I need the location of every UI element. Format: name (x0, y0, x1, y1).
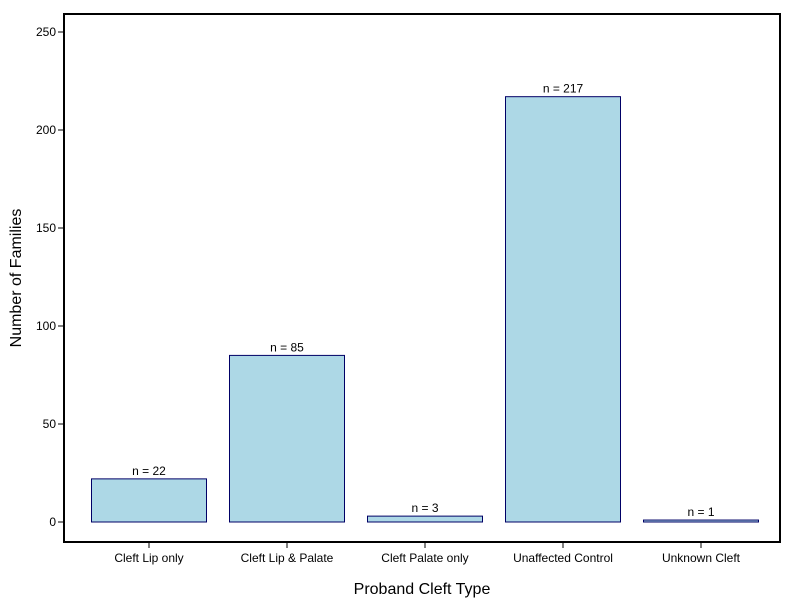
y-tick-label: 250 (36, 25, 56, 39)
x-axis-ticks: Cleft Lip only Cleft Lip & Palate Cleft Pa… (114, 542, 741, 565)
bar (505, 96, 621, 523)
bar-data-label: n = 1 (687, 505, 714, 519)
bar (91, 478, 207, 523)
x-tick-label: Unaffected Control (513, 551, 613, 565)
y-axis-title: Number of Families (8, 209, 25, 348)
bar (643, 519, 759, 523)
y-tick-label: 150 (36, 221, 56, 235)
bar (229, 354, 345, 523)
x-tick-label: Unknown Cleft (662, 551, 741, 565)
bar-data-label: n = 85 (270, 340, 304, 354)
bar-data-label: n = 3 (411, 501, 438, 515)
y-tick-label: 50 (43, 417, 57, 431)
x-tick-label: Cleft Lip only (114, 551, 183, 565)
bars: n = 22 n = 85 n = 3 n = 217 n = 1 (91, 82, 759, 523)
y-tick-label: 100 (36, 319, 56, 333)
y-axis-ticks: 0 50 100 150 200 250 (36, 25, 64, 529)
x-tick-label: Cleft Lip & Palate (241, 551, 334, 565)
bar-data-label: n = 217 (543, 82, 584, 96)
y-tick-label: 200 (36, 123, 56, 137)
plot-frame (63, 13, 781, 543)
bar (367, 515, 483, 523)
x-axis-title: Proband Cleft Type (354, 581, 491, 598)
x-tick-label: Cleft Palate only (381, 551, 468, 565)
y-tick-label: 0 (49, 515, 56, 529)
bar-data-label: n = 22 (132, 464, 166, 478)
